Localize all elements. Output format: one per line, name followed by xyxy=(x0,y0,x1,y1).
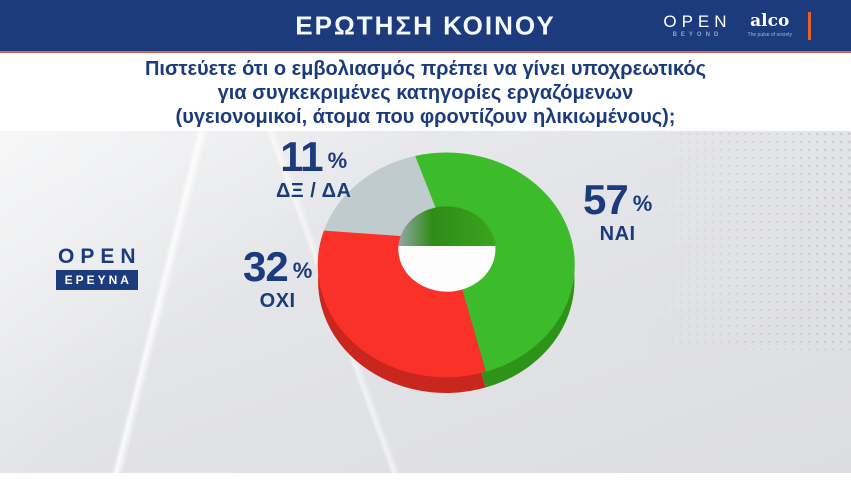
open-ereyna-logo: OPEN ΕΡΕΥΝΑ xyxy=(52,246,142,290)
poll-question: Πιστεύετε ότι ο εμβολιασμός πρέπει να γί… xyxy=(0,57,851,129)
dontknow-label: ΔΞ / ΔΑ xyxy=(276,180,352,202)
poll-question-line2: για συγκεκριμένες κατηγορίες εργαζόμενων xyxy=(217,82,634,104)
no-percent-sign: % xyxy=(292,258,313,283)
dontknow-percent-sign: % xyxy=(327,148,348,173)
donut-segment-ΔΞ / ΔΑ xyxy=(323,155,436,237)
donut-top-layer xyxy=(317,152,575,378)
no-value: 32 xyxy=(243,243,289,290)
header-bar: ΕΡΩΤΗΣΗ ΚΟΙΝΟΥ OPEN BEYOND alco The puls… xyxy=(0,0,851,53)
poll-question-line3: (υγειονομικοί, άτομα που φροντίζουν ηλικ… xyxy=(175,106,676,128)
yes-label: ΝΑΙ xyxy=(599,223,636,245)
no-label: ΟΧΙ xyxy=(259,290,296,312)
donut-segment-ΟΧΙ xyxy=(317,230,486,378)
chart-label-no: 32 % ΟΧΙ xyxy=(243,246,312,313)
alco-logo-text: alco xyxy=(750,11,790,31)
yes-value: 57 xyxy=(583,176,629,223)
chart-label-dontknow: 11 % ΔΞ / ΔΑ xyxy=(276,136,352,203)
header-logos: OPEN BEYOND alco The pulse of society xyxy=(663,0,811,51)
side-open-text: OPEN xyxy=(58,245,142,268)
poll-question-line1: Πιστεύετε ότι ο εμβολιασμός πρέπει να γί… xyxy=(144,58,707,80)
open-logo-subtext: BEYOND xyxy=(672,32,723,38)
open-beyond-logo: OPEN BEYOND xyxy=(663,13,731,38)
chart-label-yes: 57 % ΝΑΙ xyxy=(583,179,652,246)
yes-value-row: 57 % xyxy=(583,179,652,221)
no-value-row: 32 % xyxy=(243,246,312,288)
dontknow-value-row: 11 % xyxy=(280,136,347,178)
alco-logo-tagline: The pulse of society xyxy=(747,32,792,38)
open-logo-text: OPEN xyxy=(663,12,732,31)
alco-logo: alco The pulse of society xyxy=(747,11,792,39)
page-title: ΕΡΩΤΗΣΗ ΚΟΙΝΟΥ xyxy=(295,10,556,40)
alco-divider-bar xyxy=(808,11,811,40)
donut-segment-ΝΑΙ xyxy=(414,152,575,372)
dontknow-value: 11 xyxy=(280,133,323,180)
halftone-pattern xyxy=(621,130,851,350)
donut-hole xyxy=(398,206,496,292)
side-ereyna-banner: ΕΡΕΥΝΑ xyxy=(55,270,138,290)
yes-percent-sign: % xyxy=(632,191,653,216)
